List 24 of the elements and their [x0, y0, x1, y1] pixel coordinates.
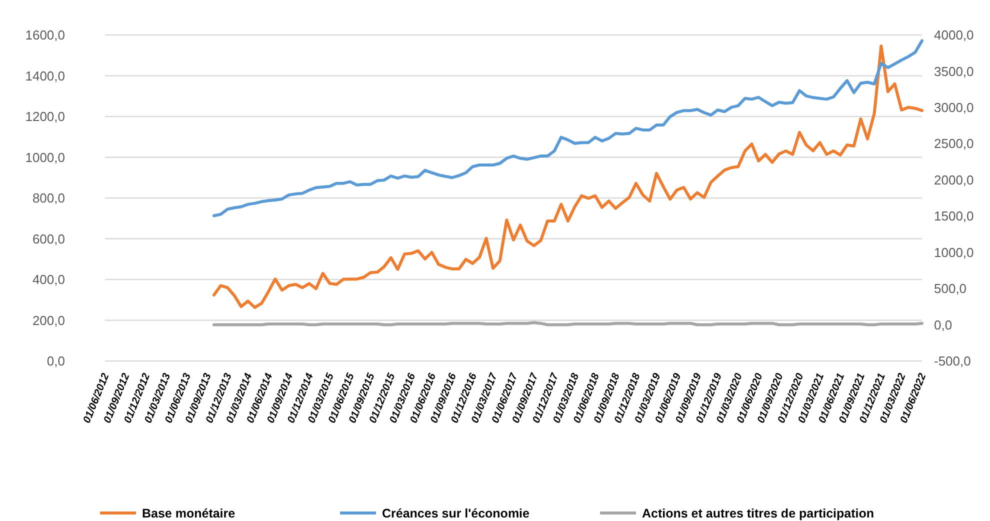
y2-tick-label: -500,0	[934, 354, 971, 369]
y2-tick-label: 0,0	[934, 317, 952, 332]
y-tick-label: 0,0	[46, 354, 65, 369]
y-tick-label: 200,0	[32, 312, 65, 328]
y2-tick-label: 3000,0	[934, 100, 974, 115]
y-tick-label: 800,0	[32, 190, 65, 206]
y-tick-label: 1000,0	[25, 150, 65, 165]
y2-tick-label: 2500,0	[934, 136, 974, 152]
y2-tick-label: 1000,0	[934, 244, 974, 260]
y2-tick-label: 1500,0	[934, 208, 974, 224]
y-tick-label: 1400,0	[25, 68, 65, 84]
y-tick-label: 1200,0	[25, 109, 65, 124]
y2-tick-label: 2000,0	[934, 172, 974, 188]
line-series	[212, 44, 924, 309]
y-tick-label: 400,0	[32, 272, 65, 288]
y2-tick-label: 4000,0	[934, 28, 974, 43]
legend-label: Créances sur l'économie	[382, 506, 530, 520]
legend-label: Base monétaire	[142, 506, 236, 520]
y2-tick-label: 3500,0	[934, 64, 974, 79]
line-series	[212, 39, 924, 218]
y2-tick-label: 500,0	[934, 281, 967, 296]
y-tick-label: 1600,0	[25, 28, 65, 43]
legend-label: Actions et autres titres de participation	[642, 506, 874, 520]
y-tick-label: 600,0	[32, 231, 65, 246]
